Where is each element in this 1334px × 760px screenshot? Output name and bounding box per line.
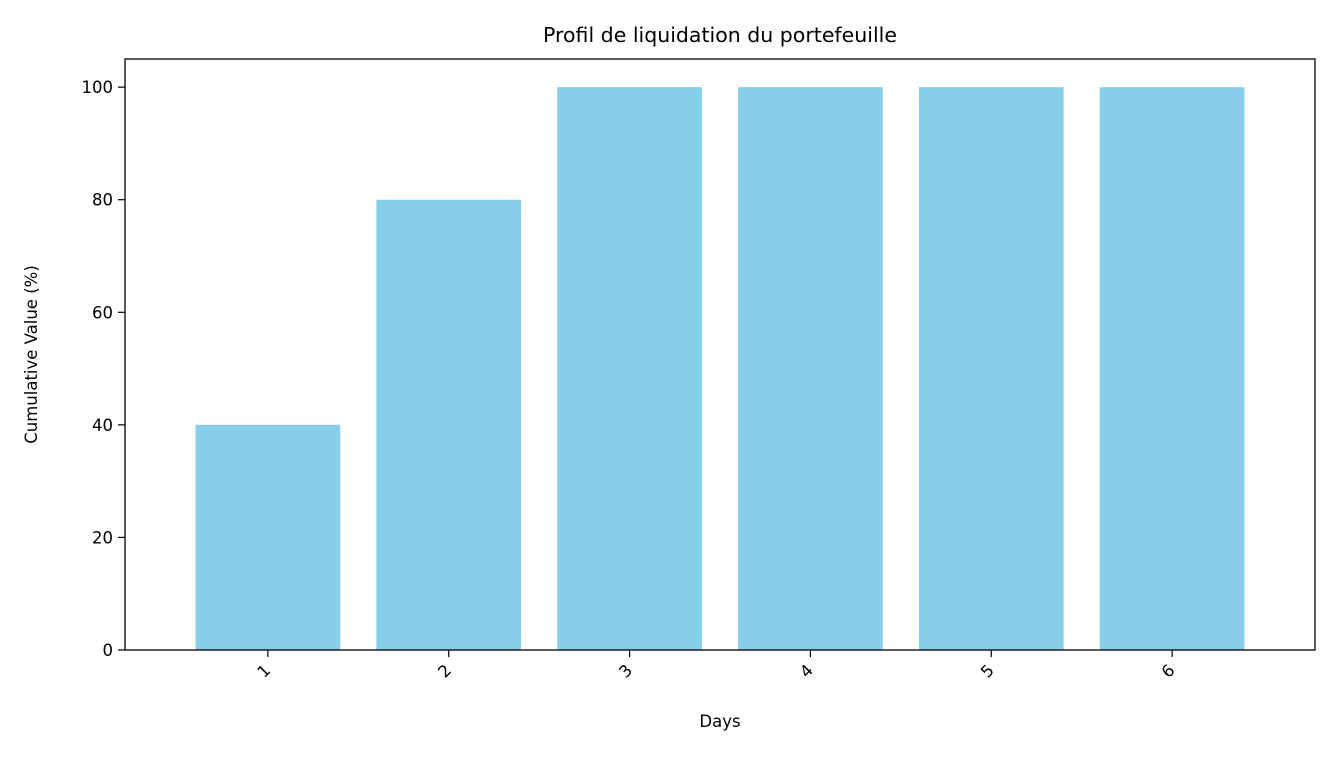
bar-day-6 [1099,87,1245,650]
y-axis-label: Cumulative Value (%) [22,265,41,444]
x-axis-label: Days [699,712,740,731]
y-tick-label: 0 [103,641,114,660]
x-tick-label: 5 [977,661,998,682]
x-tick-label: 2 [434,661,455,682]
chart-title: Profil de liquidation du portefeuille [543,23,897,47]
bar-day-1 [195,424,341,650]
bar-day-3 [557,87,702,650]
x-tick-label: 6 [1158,661,1179,682]
y-tick-label: 60 [92,303,113,322]
y-tick-label: 20 [92,528,113,547]
bars-layer [195,87,1245,650]
bar-day-5 [918,87,1064,650]
x-tick-label: 4 [796,661,817,682]
plot-frame [124,58,1316,651]
x-tick-label: 1 [254,661,275,682]
bar-day-2 [376,199,522,650]
y-tick-label: 80 [92,191,113,210]
y-tick-label: 40 [92,416,113,435]
bar-day-4 [738,87,883,650]
x-tick-label: 3 [615,661,636,682]
y-tick-label: 100 [82,78,114,97]
